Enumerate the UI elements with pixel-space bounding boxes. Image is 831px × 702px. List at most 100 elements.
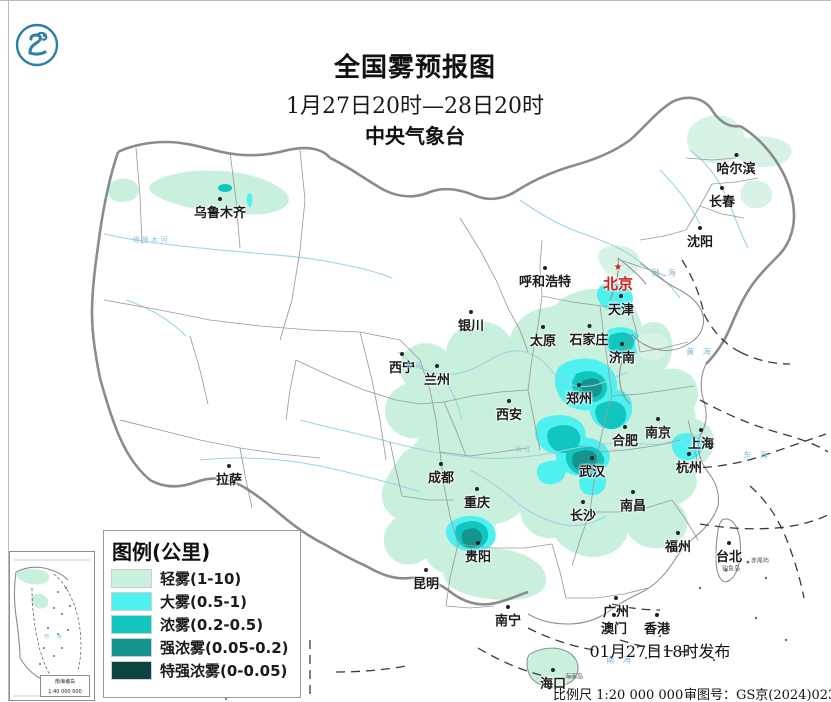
city-name: 南京 — [644, 426, 672, 441]
fog-area-light — [108, 178, 140, 202]
city-dot-icon — [550, 668, 555, 672]
inset-scale-line2: 1:40 000 000 — [48, 689, 82, 695]
city-dot-icon — [686, 452, 691, 456]
legend-label: 大雾(0.5-1) — [160, 593, 247, 611]
city-name: 杭州 — [675, 461, 703, 476]
legend-item: 大雾(0.5-1) — [111, 590, 300, 613]
city-label: 长春 — [709, 186, 735, 210]
city-name: 哈尔滨 — [716, 162, 756, 177]
top-edge-rule — [0, 0, 831, 1]
city-name: 西安 — [495, 408, 523, 423]
province-boundaries — [103, 147, 759, 609]
legend-item: 强浓雾(0.05-0.2) — [111, 636, 300, 659]
river-label: 长 江 — [514, 445, 532, 453]
city-label: 香港 — [644, 613, 670, 637]
fog-area-dense — [218, 184, 232, 192]
city-label: 福州 — [665, 531, 691, 555]
city-name: 银川 — [457, 319, 485, 334]
fog-area-light — [740, 180, 773, 209]
city-label: 武汉 — [579, 456, 605, 480]
sea-label: 南 海 — [606, 655, 634, 665]
city-name: 重庆 — [463, 496, 491, 511]
legend-swatch — [111, 592, 152, 611]
review-number: 审图号：GS京(2024)0236号 — [684, 688, 831, 702]
city-dot-icon — [698, 428, 703, 432]
city-label: 郑州 — [566, 383, 592, 407]
south-china-sea-inset: 南 海 南海诸岛 1:40 000 000 — [9, 551, 95, 701]
city-name: 沈阳 — [686, 235, 714, 250]
city-dot-icon — [506, 399, 511, 403]
city-name: 上海 — [687, 437, 715, 452]
city-name: 西宁 — [388, 361, 416, 376]
city-dot-icon — [580, 500, 585, 504]
city-name: 台北 — [715, 550, 743, 565]
legend-rows: 轻雾(1-10) 大雾(0.5-1) 浓雾(0.2-0.5) 强浓雾(0.05-0.2… — [104, 567, 300, 682]
svg-text:南 海: 南 海 — [44, 633, 65, 640]
legend-swatch — [111, 615, 152, 634]
legend-swatch — [111, 661, 152, 680]
capital-star-icon: ★ — [613, 262, 623, 273]
island-dots — [644, 560, 788, 662]
city-dot-icon — [613, 596, 618, 600]
city-label: 石家庄 — [569, 324, 609, 348]
map-scale: 比例尺 1:20 000 000 — [553, 688, 684, 702]
city-dot-icon — [217, 197, 222, 201]
river-label: 塔 里 木 河 — [132, 236, 168, 244]
city-label: 太原 — [530, 325, 556, 349]
left-edge-rule — [8, 0, 9, 702]
city-name: 贵阳 — [464, 550, 492, 565]
city-label: 呼和浩特 — [519, 266, 571, 290]
city-dot-icon — [675, 531, 680, 535]
city-label: 台北 — [716, 541, 742, 565]
river-label: 黄 河 — [405, 362, 423, 370]
page-title: 全国雾预报图 — [333, 53, 496, 83]
city-label: 天津 — [608, 294, 634, 318]
city-label: 济南 — [609, 342, 635, 366]
city-name: 海口 — [539, 677, 567, 692]
city-label: 合肥 — [612, 425, 638, 449]
legend-label: 浓雾(0.2-0.5) — [160, 616, 264, 634]
island-label: 海南岛 — [564, 673, 584, 681]
fog-area-heavy — [579, 470, 606, 496]
fog-area-strong-dense — [572, 450, 598, 472]
coastline — [526, 257, 742, 688]
city-label: 南京 — [645, 417, 671, 441]
city-label: ★ 北京 — [603, 263, 633, 294]
fog-area-light — [639, 393, 696, 441]
city-dot-icon — [586, 324, 591, 328]
city-name: 南昌 — [619, 499, 647, 514]
fog-area-heavy — [596, 283, 633, 313]
legend-panel: 图例(公里) 轻雾(1-10) 大雾(0.5-1) 浓雾(0.2-0.5) 强浓雾(0… — [103, 530, 301, 698]
issuing-org: 中央气象台 — [365, 124, 465, 148]
city-name: 成都 — [427, 471, 455, 486]
city-label: 西安 — [496, 399, 522, 423]
fog-area-strong-dense — [581, 378, 602, 398]
city-name: 合肥 — [611, 434, 639, 449]
city-name: 昆明 — [412, 577, 440, 592]
legend-item: 浓雾(0.2-0.5) — [111, 613, 300, 636]
city-name: 郑州 — [565, 392, 593, 407]
fog-area-light — [635, 333, 669, 361]
city-dot-icon — [542, 266, 547, 270]
city-dot-icon — [438, 462, 443, 466]
legend-swatch — [111, 638, 152, 657]
city-dot-icon — [655, 417, 660, 421]
city-dot-icon — [434, 364, 439, 368]
fog-area-light — [549, 494, 629, 558]
city-dot-icon — [540, 325, 545, 329]
city-name: 拉萨 — [215, 473, 243, 488]
city-label: 澳门 — [601, 613, 627, 637]
fog-overlay — [108, 115, 792, 687]
issue-time: 01月27日18时发布 — [589, 642, 731, 661]
forecast-period: 1月27日20时—28日20时 — [286, 94, 544, 119]
city-dot-icon — [505, 605, 510, 609]
city-label: 长沙 — [570, 500, 596, 524]
city-dot-icon — [399, 352, 404, 356]
legend-item: 特强浓雾(0-0.05) — [111, 659, 300, 682]
city-label: 贵阳 — [465, 541, 491, 565]
city-label: 海口 — [540, 668, 566, 692]
city-name: 广州 — [602, 605, 630, 620]
city-dot-icon — [719, 186, 724, 190]
legend-label: 强浓雾(0.05-0.2) — [160, 639, 289, 657]
